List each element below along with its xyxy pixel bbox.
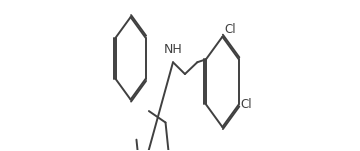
Text: Cl: Cl xyxy=(240,98,252,111)
Text: Cl: Cl xyxy=(224,23,235,36)
Text: NH: NH xyxy=(164,43,183,56)
